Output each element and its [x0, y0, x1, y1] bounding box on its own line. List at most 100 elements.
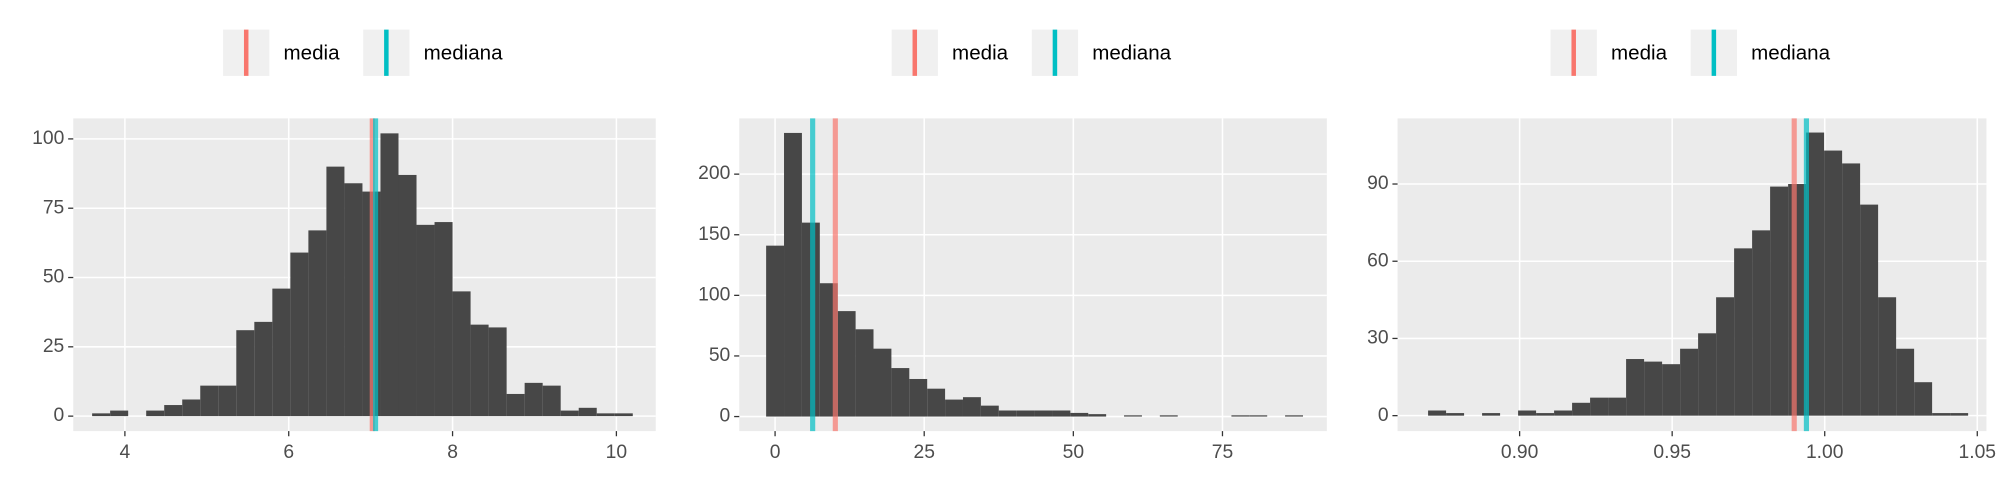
y-tick-label: 0 [54, 405, 65, 426]
bar [290, 252, 309, 417]
bar [254, 321, 273, 417]
y-tick-label: 200 [698, 163, 730, 184]
x-tick-label: 6 [283, 442, 294, 463]
y-tick-label: 0 [720, 406, 731, 427]
bar [1842, 163, 1861, 416]
bar [1788, 184, 1807, 416]
bar [1482, 413, 1501, 416]
bar [1285, 415, 1303, 417]
x-tick-label: 75 [1212, 442, 1233, 463]
y-tick-label: 50 [43, 267, 64, 288]
bar [855, 329, 874, 417]
bar [398, 174, 417, 417]
bar [92, 413, 111, 417]
bar [236, 330, 255, 417]
bar [542, 385, 561, 417]
bar [182, 399, 201, 417]
bar [1428, 410, 1447, 416]
bar [1734, 248, 1753, 416]
x-tick-label: 4 [120, 442, 131, 463]
bar [200, 385, 219, 417]
bar [945, 399, 963, 417]
y-tick-label: 90 [1367, 173, 1388, 194]
bar [1626, 359, 1645, 416]
bar [1572, 402, 1591, 416]
bar [1932, 413, 1951, 416]
bar [1518, 410, 1537, 416]
bar [766, 245, 785, 417]
bar [1662, 364, 1681, 416]
y-tick-label: 75 [43, 197, 64, 218]
x-tick-label: 0 [770, 442, 781, 463]
bar [1249, 415, 1268, 417]
y-tick-label: 0 [1378, 405, 1389, 426]
bar [1088, 414, 1107, 417]
bar [218, 385, 237, 417]
bar [488, 327, 507, 417]
y-tick-label: 60 [1367, 250, 1388, 271]
bar [1644, 361, 1663, 416]
bar [146, 410, 165, 417]
bar [1806, 132, 1825, 416]
bar [1824, 150, 1843, 416]
bar [1914, 382, 1933, 416]
bar [164, 405, 183, 417]
bar [1860, 204, 1879, 416]
legend-label: media [1611, 41, 1668, 64]
bar [998, 410, 1017, 417]
bar [614, 413, 633, 417]
bar [524, 382, 543, 417]
legend-label: media [952, 41, 1009, 64]
bar [1052, 410, 1071, 417]
bar [578, 407, 597, 417]
bar [873, 348, 892, 417]
bar [837, 311, 856, 417]
x-tick-label: 1.05 [1959, 442, 1997, 463]
bar [326, 166, 345, 417]
bar [962, 397, 981, 417]
y-tick-label: 100 [698, 284, 730, 305]
y-tick-label: 50 [709, 345, 730, 366]
x-tick-label: 25 [913, 442, 934, 463]
bar [434, 222, 453, 417]
bar [1680, 348, 1699, 416]
bar [1159, 415, 1178, 417]
bar [110, 410, 129, 417]
bar [1698, 333, 1717, 416]
bar [1070, 412, 1089, 417]
bar [470, 324, 489, 417]
y-tick-label: 30 [1367, 328, 1388, 349]
x-tick-label: 50 [1063, 442, 1084, 463]
bar [1536, 413, 1555, 416]
x-tick-label: 1.00 [1806, 442, 1844, 463]
bar [980, 405, 999, 417]
bar [272, 288, 291, 417]
y-tick-label: 25 [43, 336, 64, 357]
y-tick-label: 150 [698, 224, 730, 245]
bar [452, 291, 471, 417]
bar [1716, 297, 1735, 416]
bar [416, 224, 435, 417]
x-tick-label: 0.90 [1501, 442, 1539, 463]
bar [380, 133, 399, 417]
bar [1124, 415, 1142, 417]
bar [1770, 186, 1789, 416]
bar [909, 378, 928, 417]
legend-label: mediana [424, 41, 503, 64]
legend-label: mediana [1092, 41, 1171, 64]
bar [784, 132, 802, 417]
bar [1590, 397, 1609, 416]
bar [1554, 410, 1573, 416]
legend-label: mediana [1751, 41, 1830, 64]
x-tick-label: 0.95 [1653, 442, 1691, 463]
bar [344, 183, 363, 417]
bar [1034, 410, 1053, 417]
y-tick-label: 100 [32, 128, 64, 149]
bar [308, 230, 327, 417]
bar [1752, 230, 1771, 416]
bar [1608, 397, 1627, 416]
bar [1016, 410, 1035, 417]
bar [927, 388, 946, 417]
bar [1446, 413, 1465, 416]
